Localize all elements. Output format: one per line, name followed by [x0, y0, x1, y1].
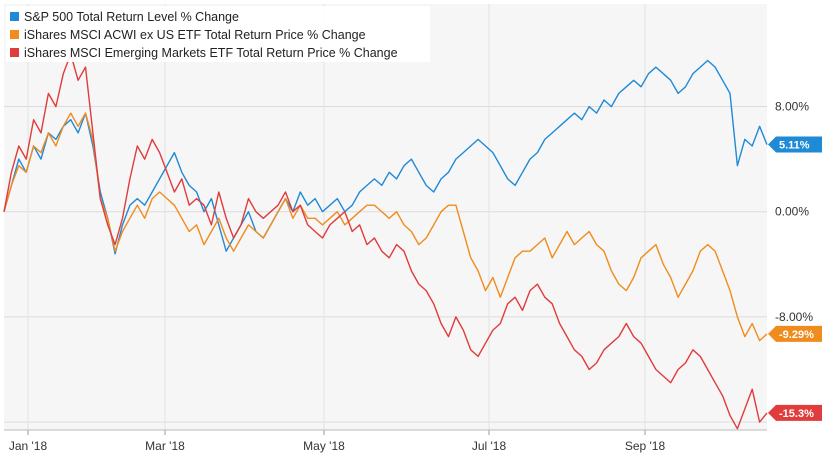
end-value-badges: 5.11% -9.29% -15.3%: [768, 136, 822, 421]
y-tick-label: 8.00%: [775, 100, 809, 114]
end-badge-label: -15.3%: [779, 408, 814, 420]
x-tick-label: Jul '18: [472, 439, 507, 453]
end-badge-label: 5.11%: [779, 140, 810, 152]
axes: 8.00% 0.00% -8.00% Jan '18 Mar '18 May '18 Jul…: [4, 100, 813, 453]
y-tick-label: 0.00%: [775, 205, 809, 219]
legend-label-0: S&P 500 Total Return Level % Change: [24, 10, 239, 24]
legend-swatch-2: [10, 48, 19, 57]
x-tick-label: Jan '18: [9, 439, 48, 453]
series-line-1: [3, 112, 768, 342]
y-tick-label: -8.00%: [775, 310, 813, 324]
x-tick-label: Sep '18: [625, 439, 666, 453]
end-badge-shape: [768, 404, 822, 421]
x-tick-label: May '18: [303, 439, 345, 453]
end-badge-1: -9.29%: [768, 325, 822, 342]
x-tick-label: Mar '18: [145, 439, 185, 453]
legend-box: [6, 6, 430, 62]
end-badge-shape: [768, 136, 822, 153]
legend-label-1: iShares MSCI ACWI ex US ETF Total Return…: [24, 28, 366, 42]
end-badge-shape: [768, 325, 822, 342]
end-badge-0: 5.11%: [768, 136, 822, 153]
plot-area: [4, 4, 767, 430]
series-line-0: [3, 59, 768, 255]
series-line-2: [3, 53, 768, 430]
legend: S&P 500 Total Return Level % Change iShar…: [6, 6, 430, 62]
end-badge-2: -15.3%: [768, 404, 822, 421]
legend-swatch-1: [10, 30, 19, 39]
series-layer: [3, 53, 768, 430]
end-badge-label: -9.29%: [779, 329, 814, 341]
grid: [4, 4, 767, 430]
legend-label-2: iShares MSCI Emerging Markets ETF Total …: [24, 46, 398, 60]
legend-swatch-0: [10, 12, 19, 21]
